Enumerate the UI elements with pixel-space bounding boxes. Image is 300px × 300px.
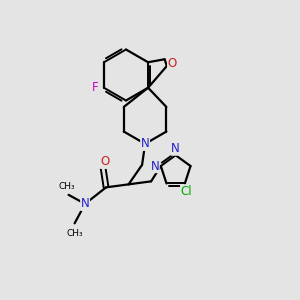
Text: CH₃: CH₃ [66, 229, 83, 238]
Text: N: N [151, 160, 159, 172]
Text: O: O [100, 155, 109, 168]
Text: O: O [168, 57, 177, 70]
Text: F: F [92, 81, 99, 94]
Text: N: N [171, 142, 180, 155]
Text: Cl: Cl [181, 185, 192, 198]
Text: N: N [141, 137, 149, 150]
Text: CH₃: CH₃ [59, 182, 75, 191]
Text: N: N [81, 197, 89, 210]
